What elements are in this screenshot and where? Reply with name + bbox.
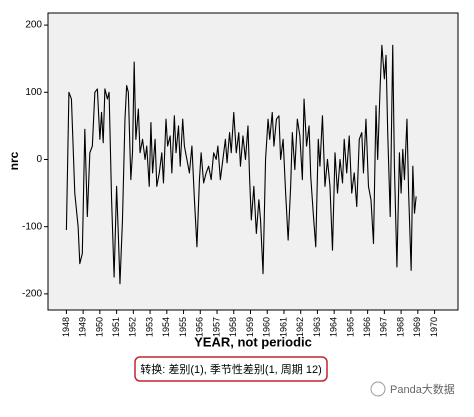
y-tick-label: 0 [36, 154, 42, 165]
x-tick-label: 1960 [262, 317, 272, 337]
y-tick-label: -100 [22, 221, 42, 232]
x-tick-label: 1970 [429, 317, 439, 337]
plot-area [47, 12, 459, 311]
x-tick-label: 1953 [144, 317, 154, 337]
x-tick-label: 1957 [211, 317, 221, 337]
x-tick-label: 1956 [195, 317, 205, 337]
x-tick-label: 1948 [61, 317, 71, 337]
x-tick-label: 1963 [312, 317, 322, 337]
x-tick-label: 1969 [412, 317, 422, 337]
watermark-icon [370, 381, 386, 397]
y-axis-label: nrc [7, 151, 21, 170]
x-tick-label: 1967 [379, 317, 389, 337]
x-tick-label: 1965 [345, 317, 355, 337]
y-tick-label: 200 [25, 20, 42, 31]
x-tick-label: 1950 [94, 317, 104, 337]
x-tick-label: 1968 [395, 317, 405, 337]
x-tick-label: 1966 [362, 317, 372, 337]
data-line [65, 44, 417, 285]
x-axis-label: YEAR, not periodic [194, 334, 312, 349]
x-tick-label: 1959 [245, 317, 255, 337]
watermark: Panda大数据 [390, 382, 455, 396]
x-tick-label: 1964 [329, 317, 339, 337]
x-tick-label: 1951 [111, 317, 121, 337]
x-tick-label: 1955 [178, 317, 188, 337]
x-tick-label: 1961 [278, 317, 288, 337]
x-tick-label: 1962 [295, 317, 305, 337]
x-tick-label: 1952 [128, 317, 138, 337]
y-tick-label: 100 [25, 87, 42, 98]
y-tick-label: -200 [22, 289, 42, 300]
annotation-box [134, 356, 328, 382]
x-tick-label: 1958 [228, 317, 238, 337]
x-tick-label: 1949 [78, 317, 88, 337]
x-tick-label: 1954 [161, 317, 171, 337]
annotation: 转换: 差别(1), 季节性差别(1, 周期 12) [140, 362, 322, 376]
